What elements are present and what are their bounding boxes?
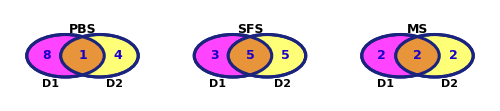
Ellipse shape: [26, 35, 104, 77]
Text: D2: D2: [274, 79, 291, 89]
Ellipse shape: [194, 35, 272, 77]
Text: 2: 2: [413, 49, 422, 62]
Text: D1: D1: [376, 79, 394, 89]
Text: 2: 2: [449, 49, 458, 62]
Text: SFS: SFS: [237, 23, 263, 36]
Text: 5: 5: [282, 49, 290, 62]
Text: 3: 3: [210, 49, 218, 62]
Text: MS: MS: [407, 23, 428, 36]
Ellipse shape: [396, 35, 473, 77]
Text: D1: D1: [42, 79, 58, 89]
Ellipse shape: [362, 35, 440, 77]
Text: 4: 4: [114, 49, 122, 62]
Text: 8: 8: [42, 49, 51, 62]
Ellipse shape: [61, 35, 138, 77]
Text: 2: 2: [378, 49, 386, 62]
Ellipse shape: [26, 35, 104, 77]
Text: PBS: PBS: [68, 23, 96, 36]
Ellipse shape: [194, 35, 272, 77]
Text: 1: 1: [78, 49, 87, 62]
Ellipse shape: [362, 35, 440, 77]
Text: D2: D2: [442, 79, 458, 89]
Ellipse shape: [228, 35, 306, 77]
Text: D1: D1: [209, 79, 226, 89]
Text: 5: 5: [246, 49, 254, 62]
Text: D2: D2: [106, 79, 124, 89]
